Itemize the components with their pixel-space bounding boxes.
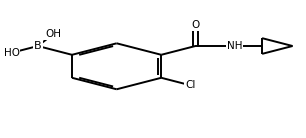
Text: B: B bbox=[34, 41, 42, 51]
Text: OH: OH bbox=[45, 29, 61, 39]
Text: HO: HO bbox=[4, 48, 20, 58]
Text: Cl: Cl bbox=[185, 80, 195, 90]
Text: NH: NH bbox=[227, 41, 243, 51]
Text: O: O bbox=[191, 20, 200, 30]
